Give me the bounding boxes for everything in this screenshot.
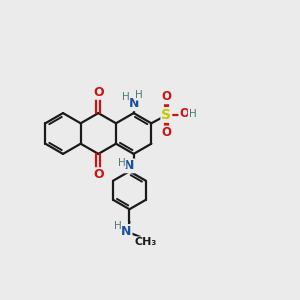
Text: H: H: [114, 221, 121, 231]
Text: CH₃: CH₃: [135, 237, 157, 247]
Text: N: N: [128, 97, 139, 110]
Text: H: H: [135, 90, 143, 100]
Text: N: N: [121, 225, 132, 238]
Text: O: O: [93, 168, 104, 181]
Text: O: O: [161, 126, 171, 140]
Text: O: O: [161, 90, 171, 104]
Text: N: N: [124, 159, 135, 172]
Text: H: H: [118, 158, 125, 168]
Text: H: H: [122, 92, 129, 102]
Text: O: O: [93, 86, 104, 99]
Text: H: H: [189, 109, 196, 119]
Text: O: O: [179, 107, 189, 120]
Text: S: S: [161, 108, 171, 122]
